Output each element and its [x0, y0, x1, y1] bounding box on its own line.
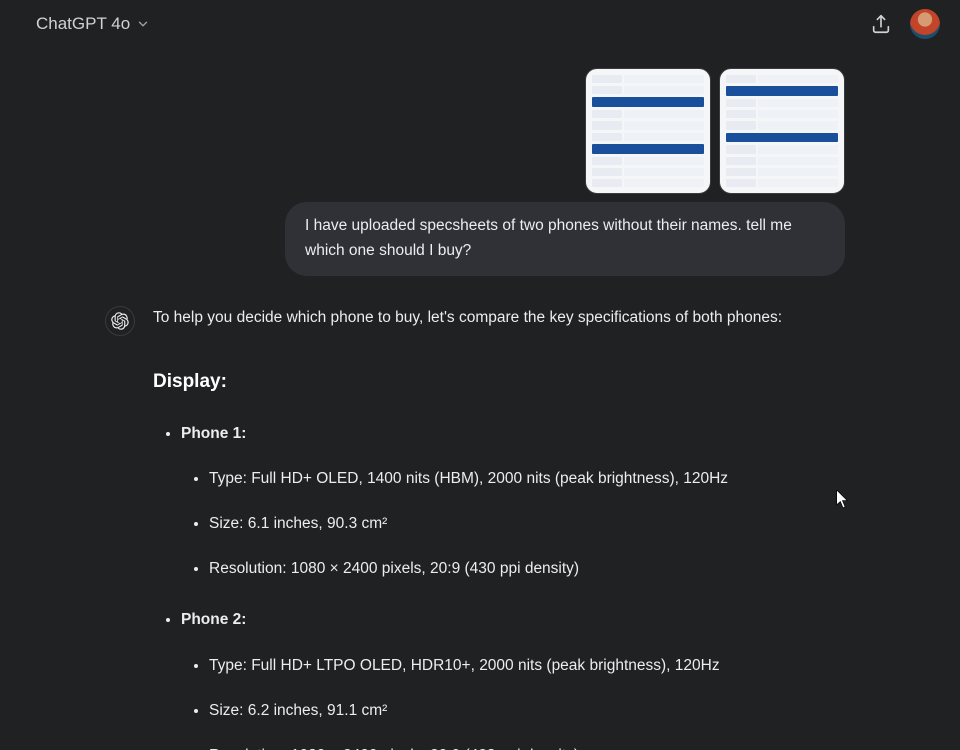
- share-icon[interactable]: [870, 13, 892, 35]
- openai-logo-icon: [111, 312, 129, 330]
- user-message-text: I have uploaded specsheets of two phones…: [305, 217, 792, 259]
- attachment-thumb-1[interactable]: [585, 68, 711, 194]
- list-item: Size: 6.1 inches, 90.3 cm²: [209, 510, 782, 537]
- phone-list: Phone 1: Type: Full HD+ OLED, 1400 nits …: [153, 420, 782, 750]
- attachments-row: [105, 68, 845, 194]
- list-item: Size: 6.2 inches, 91.1 cm²: [209, 697, 782, 724]
- topbar-right: [870, 9, 940, 39]
- list-item: Phone 2: Type: Full HD+ LTPO OLED, HDR10…: [181, 606, 782, 750]
- assistant-content: To help you decide which phone to buy, l…: [153, 304, 782, 750]
- list-item: Phone 1: Type: Full HD+ OLED, 1400 nits …: [181, 420, 782, 583]
- assistant-intro: To help you decide which phone to buy, l…: [153, 304, 782, 331]
- list-item: Resolution: 1080 × 2400 pixels, 20:9 (42…: [209, 742, 782, 750]
- section-heading-display: Display:: [153, 365, 782, 398]
- topbar: ChatGPT 4o: [0, 0, 960, 48]
- attachment-thumb-2[interactable]: [719, 68, 845, 194]
- assistant-message: To help you decide which phone to buy, l…: [105, 304, 845, 750]
- assistant-avatar: [105, 306, 135, 336]
- phone-2-label: Phone 2:: [181, 611, 246, 628]
- conversation[interactable]: I have uploaded specsheets of two phones…: [0, 48, 950, 750]
- list-item: Resolution: 1080 × 2400 pixels, 20:9 (43…: [209, 555, 782, 582]
- list-item: Type: Full HD+ OLED, 1400 nits (HBM), 20…: [209, 465, 782, 492]
- user-avatar[interactable]: [910, 9, 940, 39]
- chevron-down-icon: [136, 17, 150, 31]
- list-item: Type: Full HD+ LTPO OLED, HDR10+, 2000 n…: [209, 652, 782, 679]
- user-message-bubble: I have uploaded specsheets of two phones…: [285, 202, 845, 276]
- model-switcher[interactable]: ChatGPT 4o: [28, 8, 158, 40]
- phone-1-label: Phone 1:: [181, 425, 246, 442]
- model-label: ChatGPT 4o: [36, 14, 130, 34]
